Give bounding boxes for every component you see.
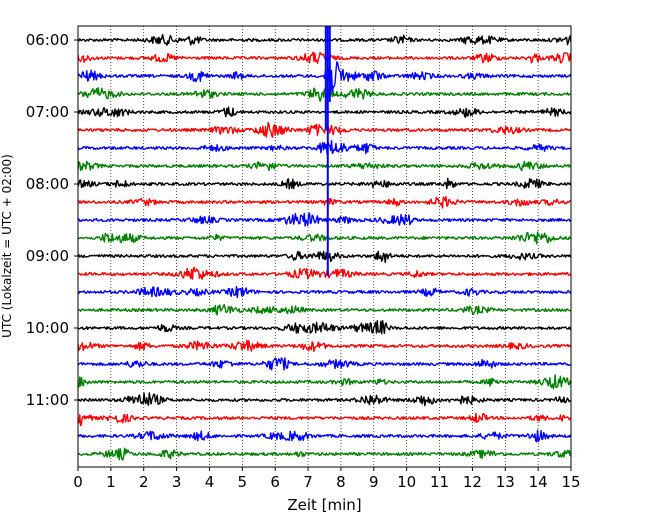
trace-1015 [78,339,571,353]
trace-0615 [78,51,571,64]
trace-0930 [78,285,571,299]
x-tick-label: 9 [369,473,379,491]
y-tick-label: 07:00 [26,103,69,121]
trace-1145 [78,447,571,461]
trace-0915 [78,266,571,280]
trace-0645 [78,87,571,102]
x-tick-label: 5 [238,473,248,491]
trace-1100 [78,392,571,407]
x-tick-label: 7 [303,473,313,491]
x-tick-label: 12 [463,473,482,491]
x-tick-label: 2 [139,473,149,491]
trace-0700 [78,106,571,118]
plot-frame [77,25,572,468]
trace-0800 [78,177,571,190]
x-axis-ticks: 0 1 2 3 4 5 6 7 8 9 10 11 12 13 14 15 [73,467,581,491]
trace-1030 [78,357,571,371]
x-tick-label: 13 [496,473,515,491]
trace-0745 [78,160,571,172]
x-tick-label: 15 [561,473,580,491]
trace-1000 [78,319,571,335]
x-tick-label: 8 [336,473,346,491]
trace-0845 [78,231,571,245]
x-tick-label: 14 [529,473,548,491]
y-tick-label: 08:00 [26,175,69,193]
trace-1115 [78,412,571,427]
y-tick-label: 06:00 [26,31,69,49]
x-axis-label: Zeit [min] [287,496,361,514]
x-tick-label: 4 [205,473,215,491]
x-tick-label: 1 [106,473,116,491]
trace-0600 [78,33,571,46]
x-tick-label: 6 [270,473,280,491]
trace-0945 [78,303,571,316]
x-tick-label: 0 [73,473,83,491]
trace-1045 [78,374,571,390]
y-axis-ticks: 06:00 07:00 08:00 09:00 10:00 11:00 [26,31,78,409]
trace-0830 [78,212,571,227]
y-tick-label: 09:00 [26,247,69,265]
trace-0630 [78,61,571,94]
y-axis-label: UTC (Lokalzeit = UTC + 02:00) [0,154,14,338]
y-tick-label: 11:00 [26,391,69,409]
trace-0815 [78,195,571,209]
x-tick-label: 10 [397,473,416,491]
trace-1130 [78,429,571,443]
trace-0715 [78,121,571,138]
trace-0900 [78,250,571,264]
x-tick-label: 11 [430,473,449,491]
traces [78,26,571,461]
y-tick-label: 10:00 [26,319,69,337]
trace-0730 [78,140,571,156]
x-tick-label: 3 [172,473,182,491]
